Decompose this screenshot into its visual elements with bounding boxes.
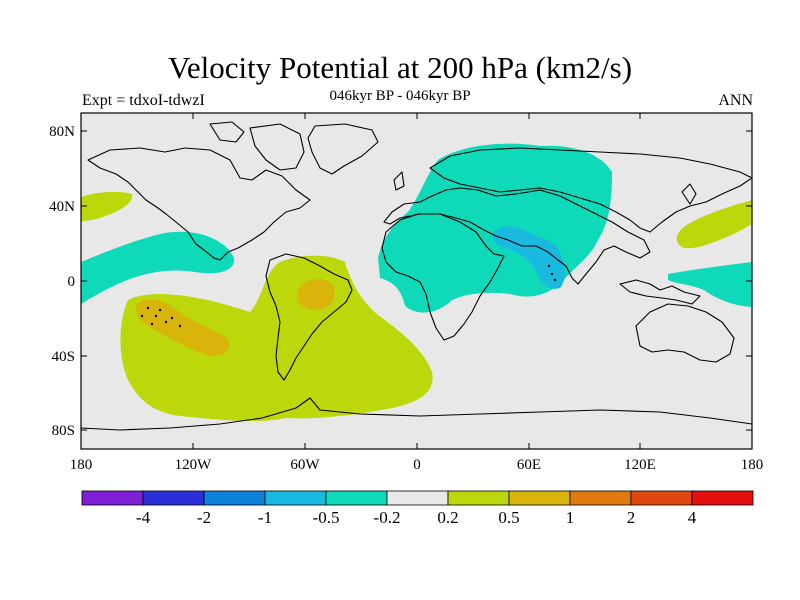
region-amazon-positive-core [296, 279, 335, 310]
colorbar-swatch [142, 490, 205, 506]
x-tick-label: 180 [741, 457, 764, 473]
region-east-pacific-negative [81, 231, 235, 304]
coastline [429, 147, 752, 233]
marker-dot [154, 314, 158, 318]
marker-dot [150, 322, 154, 326]
colorbar-label: -4 [136, 508, 151, 527]
colorbar-label: 4 [688, 508, 697, 527]
marker-dot [550, 272, 554, 276]
x-tick-label: 0 [413, 457, 421, 473]
experiment-label: Expt = tdxoI-tdwzI [82, 92, 205, 109]
colorbar-label: -0.5 [313, 508, 340, 527]
marker-dot [547, 264, 551, 268]
colorbar-swatch [569, 490, 632, 506]
coastline [619, 279, 701, 305]
colorbar-swatch [447, 490, 510, 506]
coastline [393, 171, 405, 191]
colorbar-swatch [386, 490, 449, 506]
y-tick-label: 40S [52, 349, 75, 365]
x-tick-label: 120E [624, 457, 656, 473]
region-west-pacific-negative [668, 262, 752, 307]
coastline [681, 183, 697, 205]
coastline [383, 187, 651, 285]
coastlines [81, 121, 752, 431]
colorbar-label: 0.2 [437, 508, 458, 527]
x-tick-label: 60E [517, 457, 541, 473]
coastline [265, 253, 353, 381]
colorbar-label: -0.2 [374, 508, 401, 527]
colorbar-swatch [264, 490, 327, 506]
marker-dot [158, 308, 162, 312]
y-tick-label: 80N [49, 124, 75, 140]
marker-dot [164, 320, 168, 324]
colorbar-label: -2 [197, 508, 211, 527]
x-tick-label: 120W [175, 457, 213, 473]
coastline [87, 147, 311, 261]
region-arabia-india-negative-core [492, 226, 565, 289]
axis-ticks [81, 113, 752, 449]
coastline [635, 303, 735, 363]
map-title: Velocity Potential at 200 hPa (km2/s) [167, 50, 633, 85]
colorbar-swatch [203, 490, 266, 506]
coastline [381, 213, 505, 341]
x-tick-label: 60W [290, 457, 320, 473]
marker-dot [146, 306, 150, 310]
colorbar-swatch [81, 490, 144, 506]
marker-dot [553, 278, 557, 282]
colorbar-swatch [691, 490, 754, 506]
y-tick-label: 40N [49, 199, 75, 215]
x-tick-label: 180 [70, 457, 93, 473]
region-south-pacific-atlantic-positive [120, 255, 433, 422]
colorbar: -4 -2 -1 -0.5 -0.2 0.2 0.5 1 2 4 [81, 490, 754, 527]
marker-dots [140, 264, 557, 328]
colorbar-label: 2 [627, 508, 636, 527]
region-south-pacific-positive-core [136, 299, 230, 356]
coastline [209, 121, 245, 143]
marker-dot [170, 316, 174, 320]
y-tick-label: 0 [68, 274, 76, 290]
colorbar-swatch [630, 490, 693, 506]
colorbar-swatch [508, 490, 571, 506]
map-subtitle: 046kyr BP - 046kyr BP [329, 88, 471, 104]
marker-dot [140, 314, 144, 318]
y-tick-label: 80S [52, 423, 75, 439]
colorbar-label: 0.5 [498, 508, 519, 527]
coastline [249, 123, 305, 171]
marker-dot [178, 324, 182, 328]
season-label: ANN [718, 92, 753, 109]
coastline [81, 397, 752, 431]
region-northwest-pacific-positive [676, 200, 752, 249]
coastline [307, 123, 379, 175]
colorbar-label: 1 [566, 508, 575, 527]
region-north-pacific-positive [81, 191, 133, 221]
colorbar-swatch [325, 490, 388, 506]
colorbar-label: -1 [258, 508, 272, 527]
